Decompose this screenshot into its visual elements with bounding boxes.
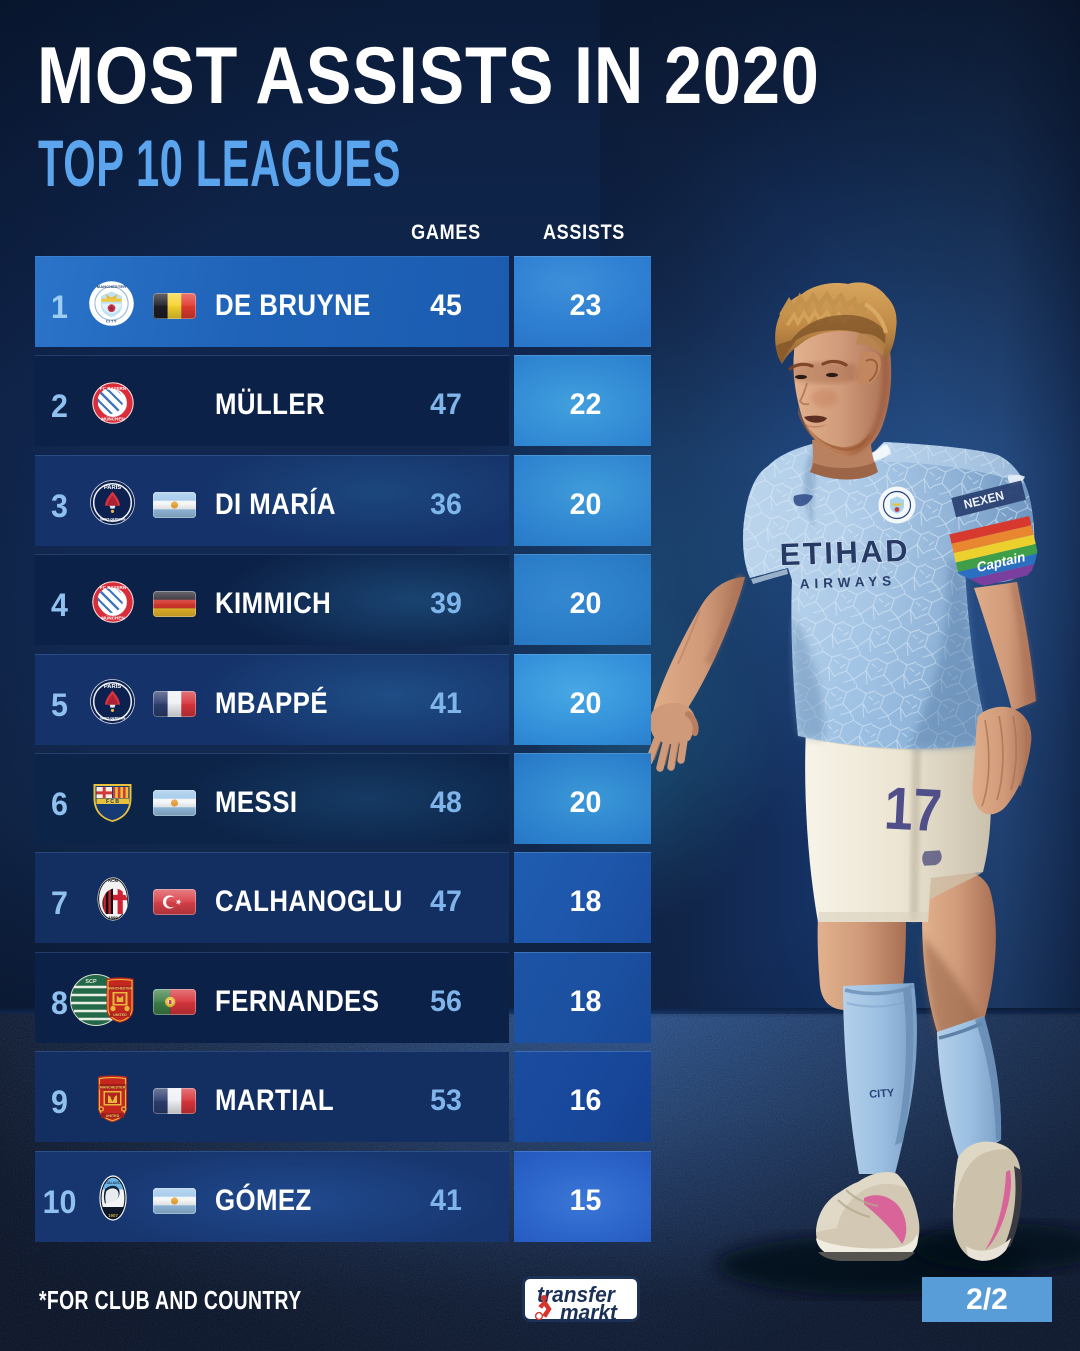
svg-text:UNITED: UNITED: [113, 1013, 127, 1017]
svg-text:F C B: F C B: [106, 799, 119, 805]
svg-text:ACM: ACM: [108, 878, 118, 883]
svg-text:CITY: CITY: [106, 318, 117, 323]
svg-text:SAINT-GERMAIN: SAINT-GERMAIN: [100, 517, 126, 521]
svg-text:AIRWAYS: AIRWAYS: [799, 573, 896, 591]
svg-text:1907: 1907: [108, 1213, 119, 1218]
svg-text:MÜNCHEN: MÜNCHEN: [101, 416, 125, 422]
svg-text:PARIS: PARIS: [104, 684, 121, 690]
svg-text:17: 17: [883, 774, 944, 844]
svg-text:1899: 1899: [108, 916, 118, 921]
svg-text:MANCHESTER: MANCHESTER: [108, 986, 132, 990]
svg-text:SAINT-GERMAIN: SAINT-GERMAIN: [100, 716, 126, 720]
svg-text:ATALANTA: ATALANTA: [104, 1181, 122, 1185]
svg-text:MANCHESTER: MANCHESTER: [100, 1085, 126, 1089]
svg-text:FC BAYERN: FC BAYERN: [100, 585, 127, 590]
svg-text:FC BAYERN: FC BAYERN: [100, 386, 127, 391]
svg-text:MÜNCHEN: MÜNCHEN: [101, 615, 125, 621]
svg-text:SCP: SCP: [85, 979, 97, 985]
svg-text:UNITED: UNITED: [106, 1114, 120, 1118]
svg-text:PARIS: PARIS: [104, 485, 121, 491]
svg-text:MANCHESTER: MANCHESTER: [97, 284, 126, 289]
svg-text:CITY: CITY: [869, 1087, 895, 1101]
svg-text:ETIHAD: ETIHAD: [779, 533, 911, 573]
